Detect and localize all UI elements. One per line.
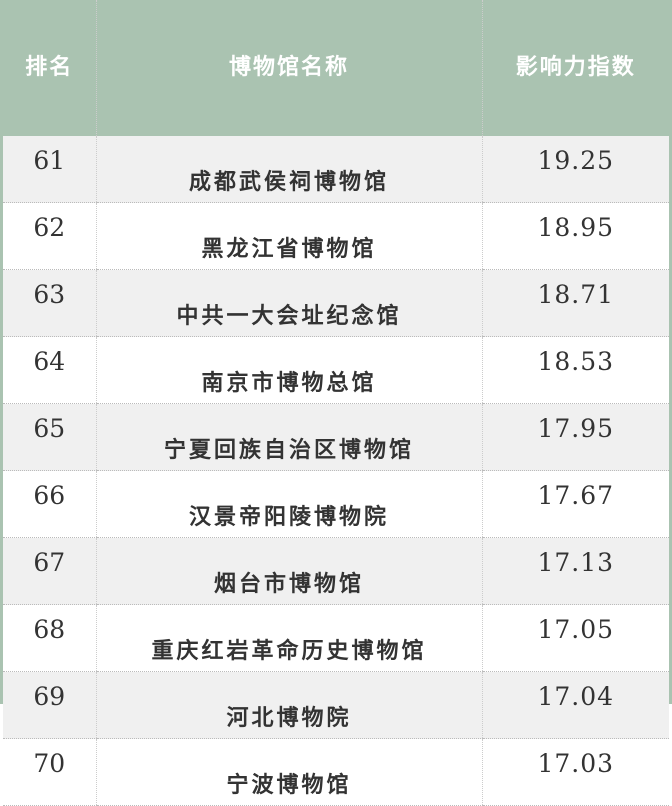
rank-cell: 61 (3, 136, 96, 203)
header-score: 影响力指数 (481, 0, 669, 136)
rank-cell: 69 (3, 671, 96, 739)
rank-cell: 65 (3, 403, 96, 471)
table-header: 排名 博物馆名称 影响力指数 (3, 0, 669, 136)
museum-ranking-table: 排名 博物馆名称 影响力指数 61 成都武侯祠博物馆 19.25 62 黑龙江省博物馆 1… (3, 0, 669, 806)
score-cell: 17.95 (481, 403, 669, 471)
table-row: 64 南京市博物总馆 18.53 (3, 336, 669, 404)
museum-name-cell: 宁波博物馆 (95, 738, 482, 806)
museum-name-cell: 中共一大会址纪念馆 (95, 269, 482, 337)
table-row: 67 烟台市博物馆 17.13 (3, 537, 669, 605)
museum-name-cell: 烟台市博物馆 (95, 537, 482, 605)
rank-cell: 62 (3, 202, 96, 270)
museum-name-cell: 重庆红岩革命历史博物馆 (95, 604, 482, 672)
museum-name-cell: 汉景帝阳陵博物院 (95, 470, 482, 538)
header-rank: 排名 (3, 0, 96, 136)
table-row: 69 河北博物院 17.04 (3, 671, 669, 739)
score-cell: 17.13 (481, 537, 669, 605)
table-row: 63 中共一大会址纪念馆 18.71 (3, 269, 669, 337)
rank-cell: 63 (3, 269, 96, 337)
rank-cell: 68 (3, 604, 96, 672)
rank-cell: 66 (3, 470, 96, 538)
score-cell: 19.25 (481, 136, 669, 203)
table-row: 68 重庆红岩革命历史博物馆 17.05 (3, 604, 669, 672)
museum-name-cell: 成都武侯祠博物馆 (95, 136, 482, 203)
museum-name-cell: 南京市博物总馆 (95, 336, 482, 404)
score-cell: 18.53 (481, 336, 669, 404)
table-row: 66 汉景帝阳陵博物院 17.67 (3, 470, 669, 538)
table-row: 65 宁夏回族自治区博物馆 17.95 (3, 403, 669, 471)
rank-cell: 70 (3, 738, 96, 806)
score-cell: 18.71 (481, 269, 669, 337)
rank-cell: 67 (3, 537, 96, 605)
museum-name-cell: 河北博物院 (95, 671, 482, 739)
table-row: 70 宁波博物馆 17.03 (3, 738, 669, 806)
table-row: 62 黑龙江省博物馆 18.95 (3, 202, 669, 270)
score-cell: 17.05 (481, 604, 669, 672)
header-name: 博物馆名称 (95, 0, 482, 136)
score-cell: 17.04 (481, 671, 669, 739)
museum-name-cell: 宁夏回族自治区博物馆 (95, 403, 482, 471)
rank-cell: 64 (3, 336, 96, 404)
score-cell: 18.95 (481, 202, 669, 270)
museum-name-cell: 黑龙江省博物馆 (95, 202, 482, 270)
score-cell: 17.67 (481, 470, 669, 538)
table-row: 61 成都武侯祠博物馆 19.25 (3, 136, 669, 203)
score-cell: 17.03 (481, 738, 669, 806)
